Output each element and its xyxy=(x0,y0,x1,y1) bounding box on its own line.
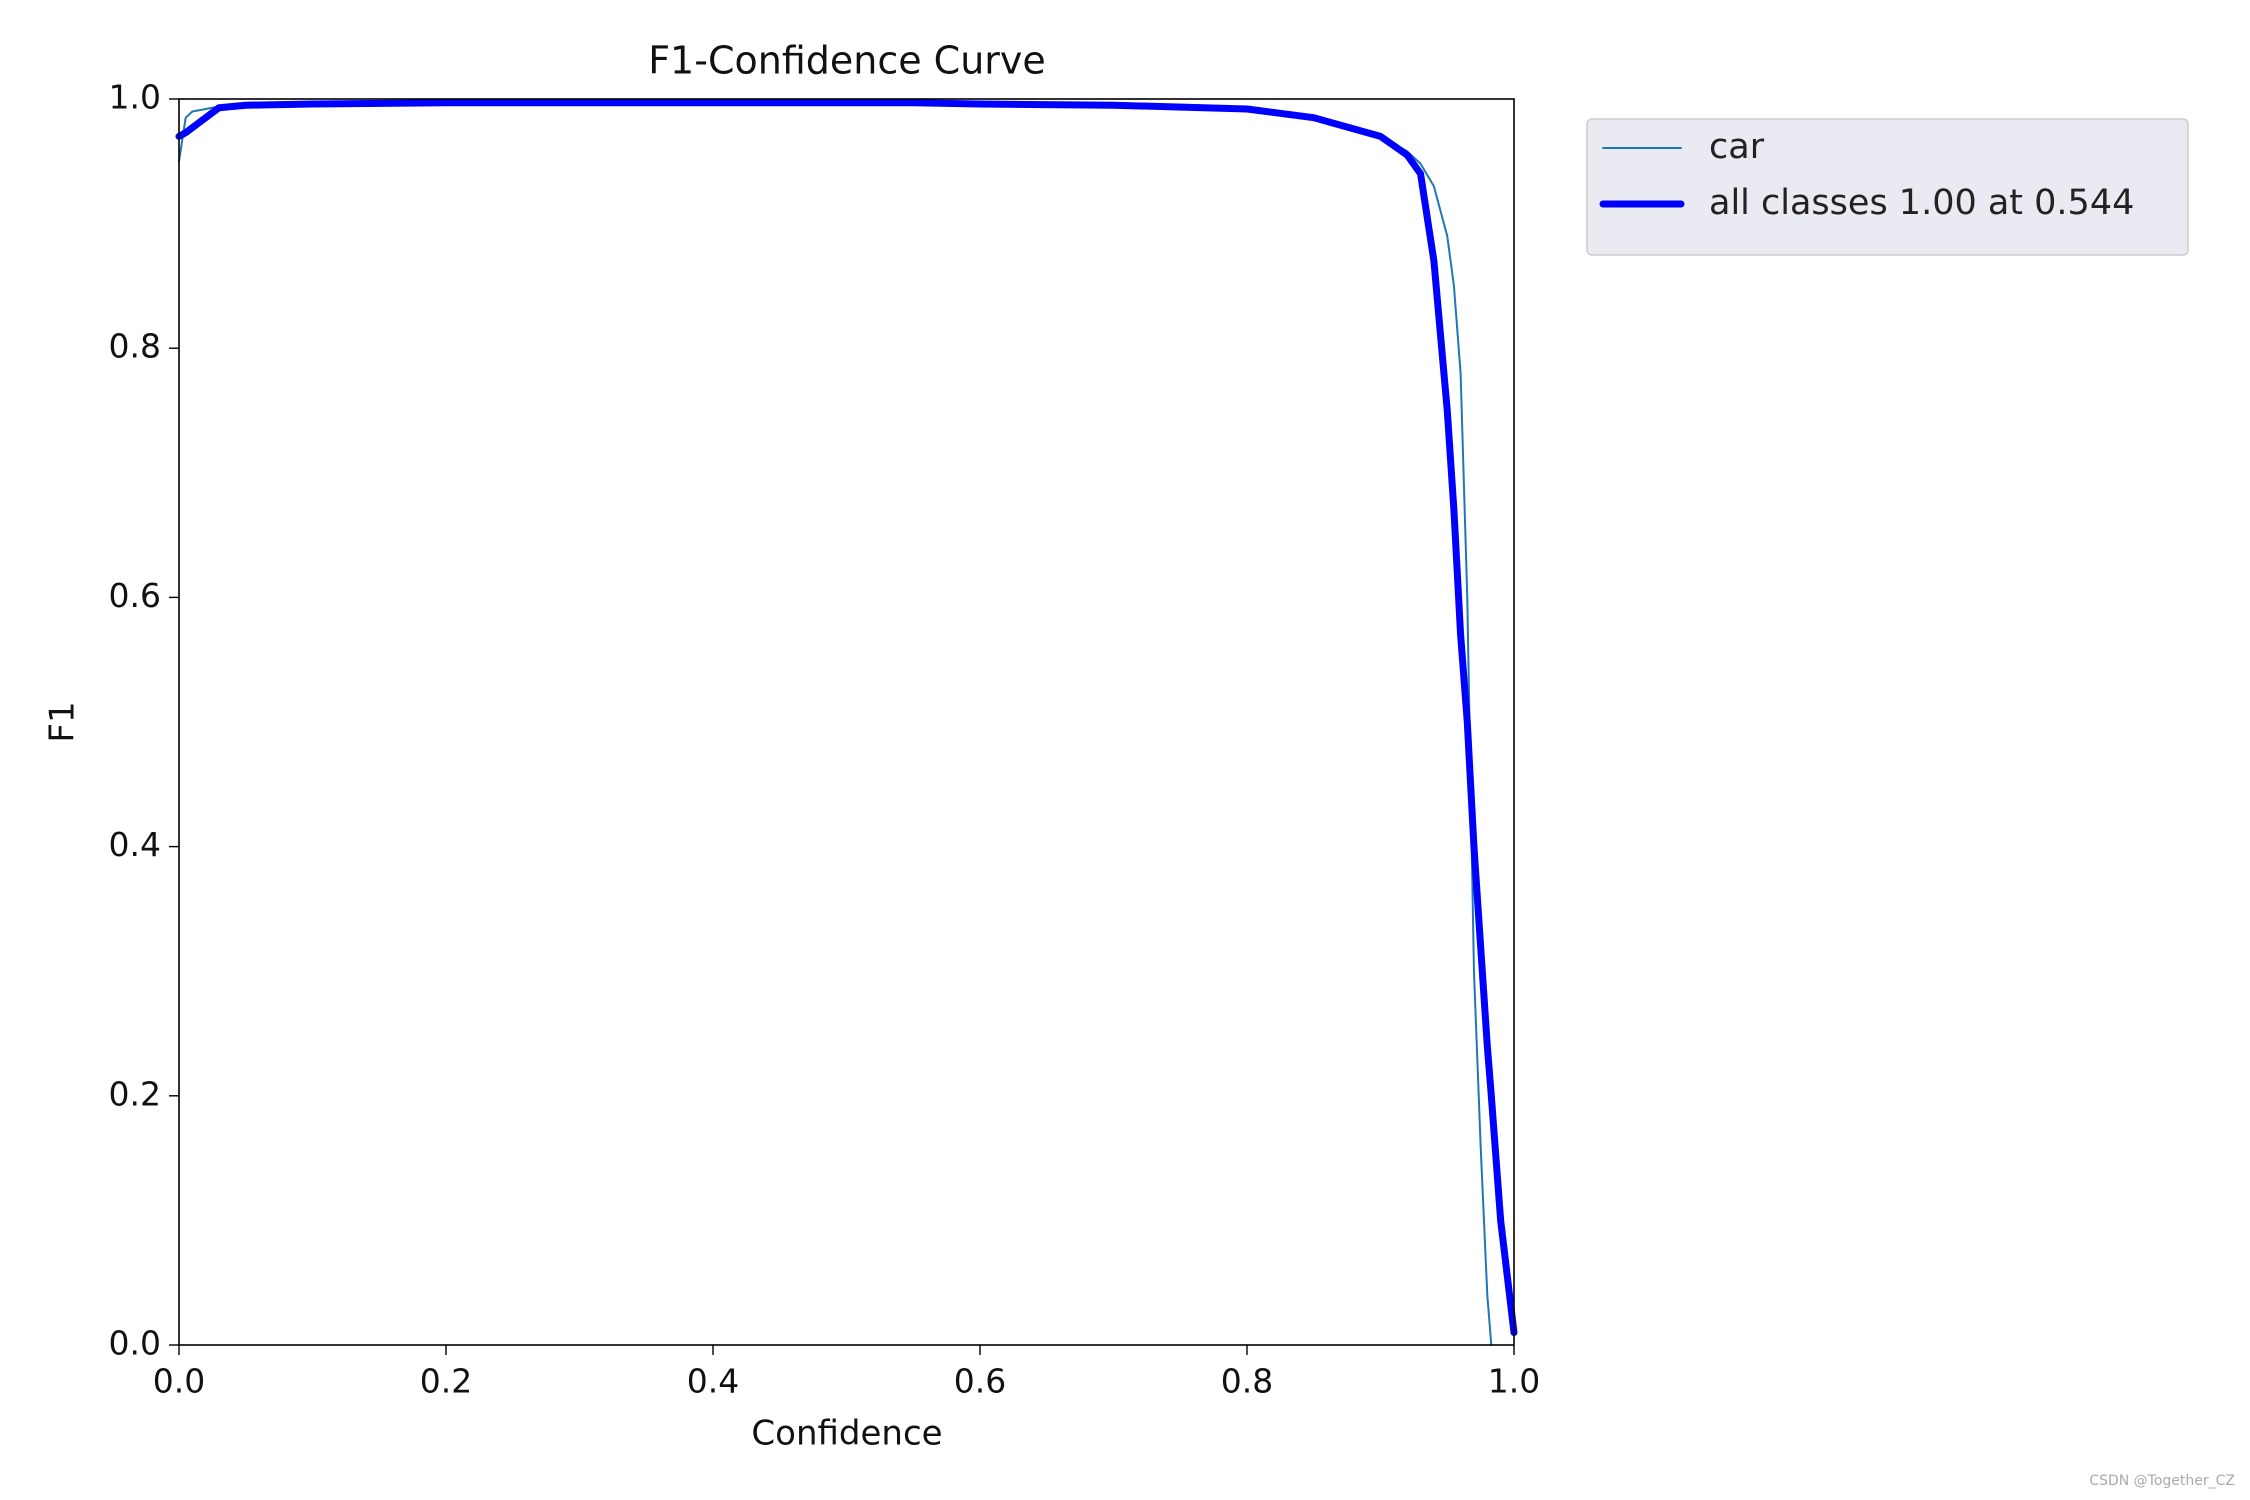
y-tick-label: 0.6 xyxy=(109,576,161,615)
x-tick-label: 0.8 xyxy=(1221,1362,1273,1401)
x-tick-label: 0.0 xyxy=(153,1362,205,1401)
legend-box xyxy=(1586,118,2189,256)
y-tick-label: 1.0 xyxy=(109,78,161,117)
x-tick-label: 0.6 xyxy=(954,1362,1006,1401)
x-axis-label: Confidence xyxy=(751,1414,942,1454)
x-tick-label: 0.4 xyxy=(687,1362,739,1401)
y-tick-label: 0.0 xyxy=(109,1324,161,1363)
y-tick-label: 0.4 xyxy=(109,825,161,864)
x-tick-label: 1.0 xyxy=(1488,1362,1540,1401)
y-axis-label: F1 xyxy=(43,701,83,742)
y-tick-label: 0.8 xyxy=(109,327,161,366)
legend-label: car xyxy=(1709,127,1765,167)
plot-frame xyxy=(178,98,1515,1346)
x-tick-label: 0.2 xyxy=(420,1362,472,1401)
series-line xyxy=(178,101,1493,1346)
legend-label: all classes 1.00 at 0.544 xyxy=(1709,183,2134,223)
chart-title: F1-Confidence Curve xyxy=(648,39,1046,83)
watermark: CSDN @Together_CZ xyxy=(2089,1473,2235,1489)
series-line xyxy=(175,99,1518,1337)
y-tick-label: 0.2 xyxy=(109,1074,161,1113)
